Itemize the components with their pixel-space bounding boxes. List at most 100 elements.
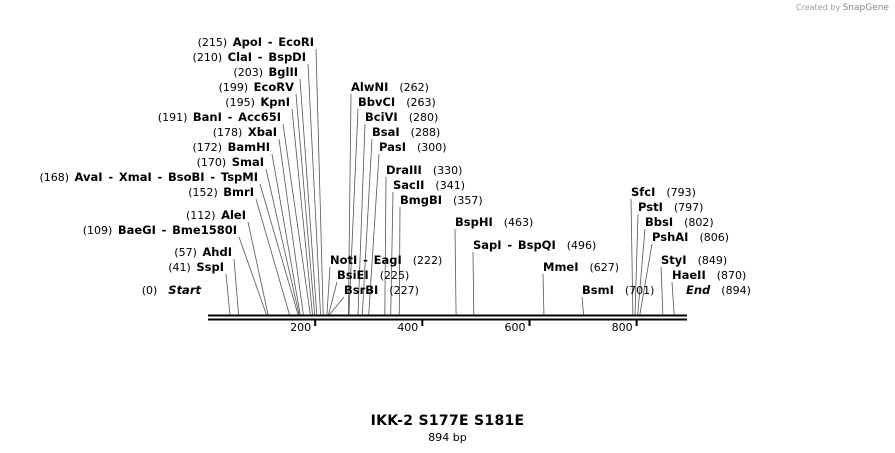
end-label: End (894)	[686, 283, 751, 297]
site-label: SapI - BspQI (496)	[473, 238, 596, 252]
site-connector-line	[384, 176, 387, 315]
enzyme-name: BsmI	[582, 283, 614, 297]
label-gap	[388, 81, 399, 94]
restriction-map: (215) ApoI - EcoRI(210) ClaI - BspDI(203…	[39, 35, 751, 334]
ruler-tick	[528, 320, 531, 326]
label-gap	[400, 126, 411, 139]
site-connector-line	[247, 221, 269, 315]
label-gap	[402, 254, 413, 267]
label-gap	[424, 179, 435, 192]
site-connector-line	[581, 296, 584, 315]
site-position: (849)	[698, 254, 728, 267]
enzyme-separator: -	[222, 110, 238, 124]
enzyme-separator: -	[262, 35, 278, 49]
start-label: (0) Start	[142, 283, 202, 297]
site-label: (199) EcoRV	[219, 80, 295, 94]
site-connector-line	[282, 123, 311, 315]
site-label: (112) AleI	[186, 208, 246, 222]
site-position: (262)	[399, 81, 429, 94]
site-label: (168) AvaI - XmaI - BsoBI - TspMI	[39, 170, 258, 184]
site-connector-line	[361, 138, 373, 315]
label-gap	[687, 254, 698, 267]
label-gap	[673, 216, 684, 229]
site-connector-line	[472, 251, 475, 315]
enzyme-name: SmaI	[232, 155, 264, 169]
enzyme-name: SapI	[473, 238, 502, 252]
site-position: (222)	[413, 254, 443, 267]
site-position: (225)	[380, 269, 410, 282]
sequence-title: IKK-2 S177E S181E	[370, 413, 525, 429]
enzyme-name: BsoBI	[168, 170, 205, 184]
site-label: (203) BglII	[233, 65, 298, 79]
enzyme-name: BmgBI	[400, 193, 442, 207]
dna-backbone	[208, 314, 687, 321]
site-connector-line	[295, 93, 316, 315]
site-label: PshAI (806)	[652, 230, 729, 244]
enzyme-name: XmaI	[119, 170, 152, 184]
site-position: (263)	[406, 96, 436, 109]
site-label: (170) SmaI	[197, 155, 264, 169]
label-gap	[493, 216, 504, 229]
site-label: (57) AhdI	[174, 245, 232, 259]
site-label: BmgBI (357)	[400, 193, 483, 207]
site-position: (210)	[193, 51, 223, 64]
site-connector-line	[348, 108, 359, 315]
enzyme-name: XbaI	[248, 125, 277, 139]
enzyme-name: BsaI	[372, 125, 400, 139]
enzyme-name: Bme1580I	[172, 223, 237, 237]
site-label: (178) XbaI	[213, 125, 277, 139]
end-position: (894)	[721, 284, 751, 297]
site-connector-line	[291, 108, 313, 315]
site-position: (227)	[389, 284, 419, 297]
enzyme-separator: -	[103, 170, 119, 184]
label-gap	[157, 284, 168, 297]
snapgene-logo: SnapGene	[842, 3, 889, 13]
site-position: (191)	[158, 111, 188, 124]
ruler-tick-label: 600	[504, 321, 525, 334]
site-connector-line	[265, 168, 300, 315]
site-connector-line	[238, 236, 267, 315]
label-gap	[378, 284, 389, 297]
site-label: (41) SspI	[168, 260, 224, 274]
site-label: (191) BanI - Acc65I	[158, 110, 281, 124]
site-position: (806)	[699, 231, 729, 244]
site-position: (496)	[567, 239, 597, 252]
ruler: 200 400 600 800	[290, 320, 638, 334]
site-position: (357)	[453, 194, 483, 207]
site-label: PstI (797)	[638, 200, 703, 214]
feature-lines	[225, 48, 675, 315]
enzyme-name: TspMI	[221, 170, 258, 184]
site-connector-line	[326, 266, 331, 315]
label-gap	[556, 239, 567, 252]
enzyme-name: BbvCI	[358, 95, 395, 109]
label-gap	[614, 284, 625, 297]
site-position: (203)	[233, 66, 263, 79]
site-position: (152)	[188, 186, 218, 199]
site-label: MmeI (627)	[543, 260, 619, 274]
enzyme-name: BsrBI	[344, 283, 378, 297]
site-position: (168)	[39, 171, 69, 184]
site-position: (870)	[717, 269, 747, 282]
site-connector-line	[233, 258, 239, 315]
sequence-length: 894 bp	[428, 431, 467, 444]
enzyme-separator: -	[502, 238, 518, 252]
ruler-tick	[421, 320, 424, 326]
site-label: DraIII (330)	[386, 163, 462, 177]
enzyme-separator: -	[357, 253, 373, 267]
ruler-tick-label: 200	[290, 321, 311, 334]
enzyme-separator: -	[156, 223, 172, 237]
enzyme-name: Acc65I	[238, 110, 281, 124]
enzyme-name: NotI	[330, 253, 357, 267]
enzyme-name: EagI	[374, 253, 402, 267]
enzyme-name: BbsI	[645, 215, 673, 229]
enzyme-name: AhdI	[202, 245, 232, 259]
label-gap	[706, 269, 717, 282]
site-label: BsrBI (227)	[344, 283, 419, 297]
site-position: (199)	[219, 81, 249, 94]
site-connector-line	[542, 273, 545, 315]
backbone-top-strand	[208, 314, 687, 317]
ruler-tick	[635, 320, 638, 326]
enzyme-name: BaeGI	[118, 223, 156, 237]
enzyme-name: AleI	[221, 208, 246, 222]
site-label: BciVI (280)	[365, 110, 438, 124]
